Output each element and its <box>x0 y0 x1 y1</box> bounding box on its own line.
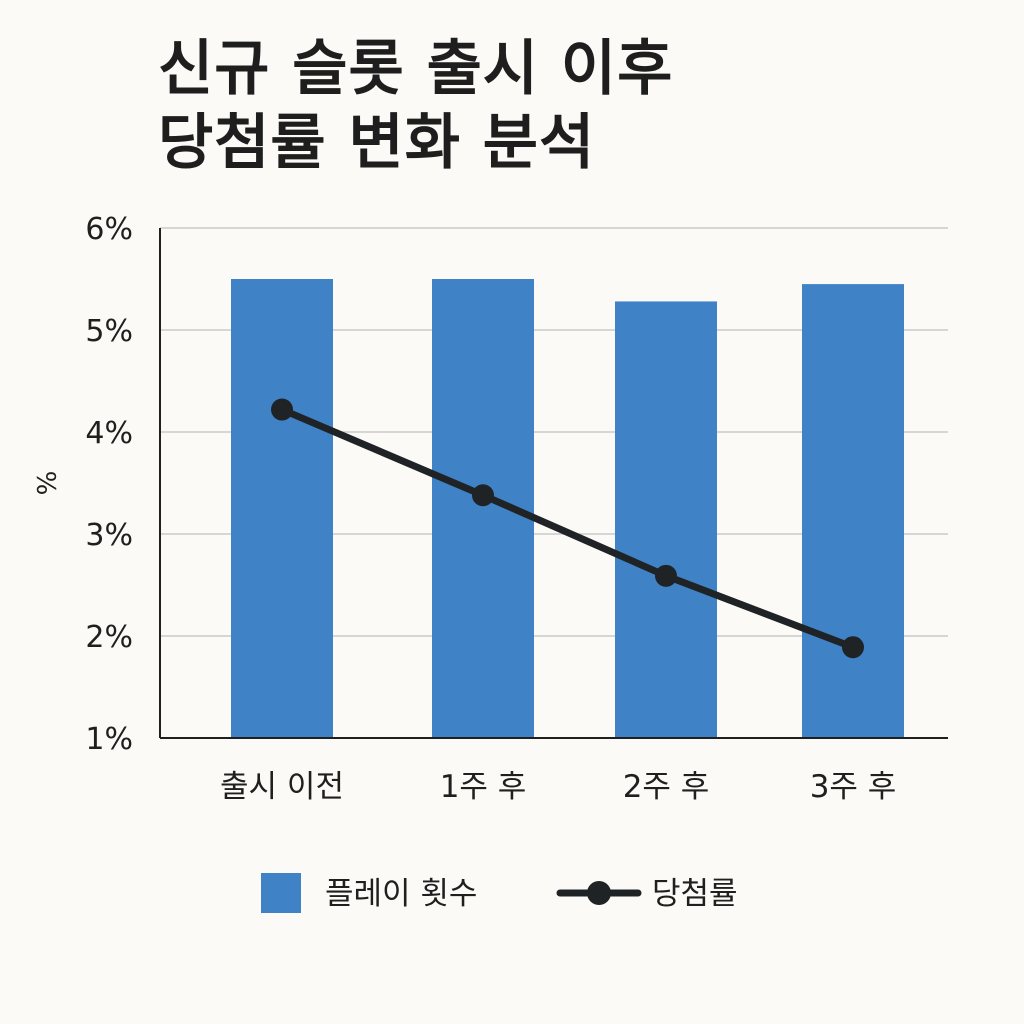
legend-line-marker <box>587 881 611 905</box>
y-tick-label: 2% <box>85 620 133 655</box>
y-tick-label: 6% <box>85 212 133 247</box>
bar <box>231 279 333 738</box>
legend-label-bars: 플레이 횟수 <box>325 876 477 912</box>
legend-bar-swatch <box>261 873 301 913</box>
x-tick-label: 출시 이전 <box>220 769 344 805</box>
line-point <box>472 484 494 507</box>
y-axis-label: % <box>33 471 63 496</box>
page-title: 신규 슬롯 출시 이후 당첨률 변화 분석 <box>158 32 673 180</box>
bar <box>615 301 717 738</box>
line-point <box>271 398 293 421</box>
bar-series <box>231 279 904 738</box>
series-line <box>278 406 857 651</box>
bar <box>802 284 904 738</box>
x-tick-label: 3주 후 <box>810 769 897 805</box>
legend-label-line: 당첨률 <box>652 876 738 912</box>
line-point <box>842 636 864 659</box>
title-line-2: 당첨률 변화 분석 <box>158 108 596 178</box>
axes <box>159 228 948 739</box>
x-tick-label: 1주 후 <box>440 769 527 805</box>
x-tick-labels: 출시 이전 1주 후 2주 후 3주 후 <box>220 769 896 805</box>
y-tick-label: 3% <box>85 518 133 553</box>
line-series <box>271 398 864 659</box>
line-point <box>655 564 677 587</box>
y-tick-label: 5% <box>85 314 133 349</box>
title-line-1: 신규 슬롯 출시 이후 <box>158 34 674 104</box>
y-tick-label: 4% <box>85 416 133 451</box>
y-tick-label: 1% <box>85 722 133 757</box>
x-tick-label: 2주 후 <box>623 769 710 805</box>
legend: 플레이 횟수 당첨률 <box>261 873 738 913</box>
y-tick-labels: 1% 2% 3% 4% 5% 6% <box>85 212 133 757</box>
